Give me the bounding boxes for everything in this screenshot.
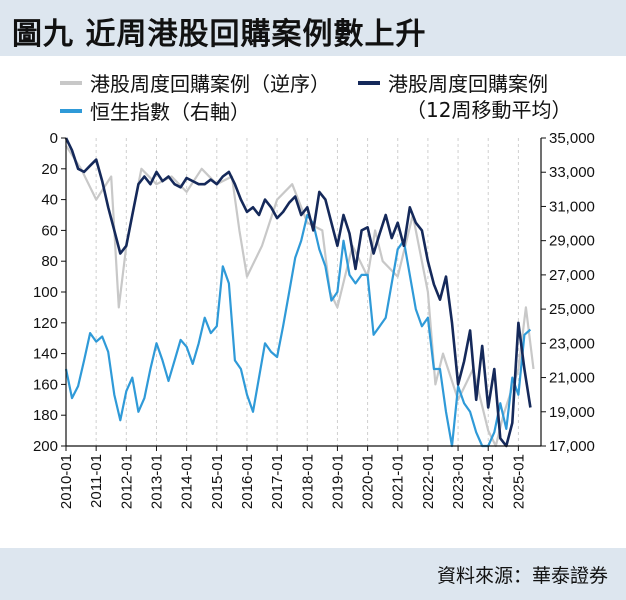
- x-tick-label: 2022-01: [420, 454, 437, 509]
- x-tick-label: 2014-01: [179, 454, 196, 509]
- left-tick-label: 160: [33, 376, 58, 393]
- x-axis-ticks: 2010-01 2011-01 2012-01 2013-01 2014-01 2015-…: [58, 446, 527, 509]
- x-tick-label: 2010-01: [58, 454, 75, 509]
- left-tick-label: 60: [41, 222, 58, 239]
- right-tick-label: 23,000: [549, 335, 595, 352]
- right-tick-label: 25,000: [549, 301, 595, 318]
- x-tick-label: 2011-01: [88, 454, 105, 508]
- x-tick-label: 2025-01: [510, 454, 527, 509]
- right-axis-ticks: 17,000 19,000 21,000 23,000 25,000 27,000 29,0…: [541, 130, 595, 455]
- right-tick-label: 33,000: [549, 164, 595, 181]
- source-note: 資料來源：華泰證券: [436, 565, 608, 587]
- x-tick-label: 2021-01: [390, 454, 407, 509]
- source-bar: 資料來源：華泰證券: [0, 548, 626, 600]
- right-tick-label: 21,000: [549, 370, 595, 387]
- series-blue: [64, 213, 532, 448]
- right-tick-label: 19,000: [549, 404, 595, 421]
- series-grey: [65, 145, 535, 448]
- legend-swatch-grey: [60, 81, 82, 85]
- legend-sublabel-navy: （12周移動平均）: [406, 98, 572, 122]
- right-tick-label: 29,000: [549, 233, 595, 250]
- legend-label-blue: 恒生指數（右軸）: [90, 100, 250, 124]
- right-tick-label: 27,000: [549, 267, 595, 284]
- page-title: 圖九 近周港股回購案例數上升: [12, 17, 427, 52]
- x-tick-label: 2013-01: [148, 454, 165, 509]
- x-tick-label: 2020-01: [360, 454, 377, 509]
- left-tick-label: 20: [41, 161, 58, 178]
- legend-swatch-blue: [60, 109, 82, 113]
- left-tick-label: 80: [41, 253, 58, 270]
- x-tick-label: 2023-01: [450, 454, 467, 509]
- legend: 港股周度回購案例（逆序） 港股周度回購案例 （12周移動平均） 恒生指數（右軸）: [0, 68, 626, 138]
- left-tick-label: 40: [41, 192, 58, 209]
- left-tick-label: 180: [33, 407, 58, 424]
- legend-swatch-navy: [358, 81, 380, 85]
- x-tick-label: 2017-01: [269, 454, 286, 509]
- right-tick-label: 31,000: [549, 198, 595, 215]
- title-bar: 圖九 近周港股回購案例數上升: [0, 0, 626, 56]
- x-tick-label: 2015-01: [209, 454, 226, 509]
- x-tick-label: 2012-01: [118, 454, 135, 509]
- left-axis-ticks: 0 20 40 60 80 100 120 140 160 180 200: [33, 130, 66, 455]
- left-tick-label: 100: [33, 284, 58, 301]
- right-tick-label: 17,000: [549, 438, 595, 455]
- x-tick-label: 2024-01: [480, 454, 497, 509]
- x-tick-label: 2019-01: [329, 454, 346, 509]
- x-tick-label: 2018-01: [299, 454, 316, 509]
- legend-label-navy: 港股周度回購案例: [388, 72, 548, 96]
- series-line: [64, 213, 532, 448]
- right-tick-label: 35,000: [549, 130, 595, 147]
- left-tick-label: 0: [50, 130, 58, 147]
- x-tick-label: 2016-01: [239, 454, 256, 509]
- left-tick-label: 200: [33, 438, 58, 455]
- legend-label-grey: 港股周度回購案例（逆序）: [90, 72, 330, 96]
- series-line: [64, 137, 532, 448]
- left-tick-label: 140: [33, 346, 58, 363]
- left-tick-label: 120: [33, 315, 58, 332]
- chart: 0 20 40 60 80 100 120 140 160 180 200 17,000 19,000…: [33, 130, 595, 509]
- series-line: [65, 145, 535, 448]
- series-navy: [64, 137, 532, 448]
